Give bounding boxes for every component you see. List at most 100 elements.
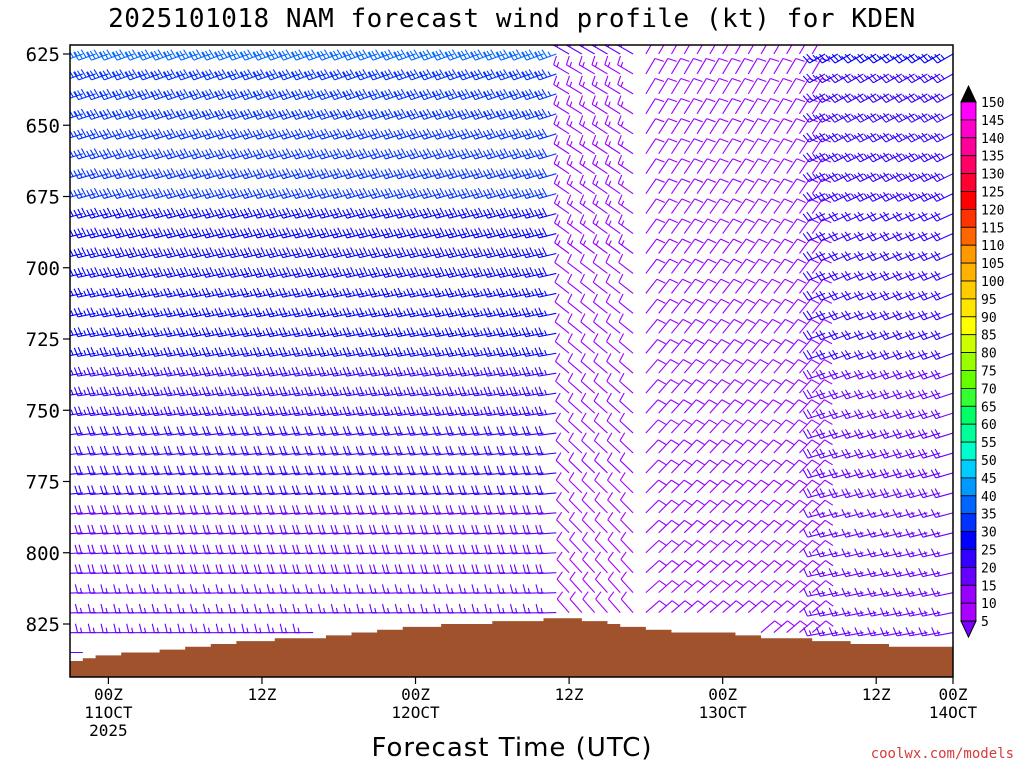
wind-barb bbox=[556, 551, 570, 574]
wind-barb bbox=[658, 439, 680, 454]
plot-frame bbox=[69, 44, 954, 678]
wind-barb bbox=[368, 406, 391, 417]
chart-title: 2025101018 NAM forecast wind profile (kt… bbox=[108, 4, 916, 34]
wind-barb bbox=[811, 359, 833, 374]
wind-barb bbox=[368, 327, 391, 338]
wind-barb bbox=[645, 379, 667, 394]
wind-barb bbox=[734, 118, 755, 135]
wind-barb bbox=[138, 544, 160, 555]
wind-barb bbox=[567, 313, 583, 334]
wind-barb bbox=[470, 247, 493, 259]
wind-barb bbox=[240, 287, 263, 298]
wind-barb bbox=[828, 409, 851, 420]
wind-barb bbox=[683, 519, 706, 534]
wind-barb bbox=[99, 287, 122, 298]
wind-barb bbox=[380, 307, 403, 318]
wind-barb bbox=[786, 620, 809, 633]
wind-barb bbox=[74, 564, 96, 575]
wind-barb bbox=[534, 406, 557, 417]
wind-barb bbox=[419, 485, 442, 496]
wind-barb bbox=[709, 138, 729, 155]
wind-barb bbox=[645, 98, 665, 115]
wind-barb bbox=[773, 600, 796, 614]
wind-barb bbox=[484, 564, 506, 575]
wind-barb bbox=[458, 465, 480, 476]
wind-barb bbox=[828, 172, 851, 183]
colorbar-swatch bbox=[960, 584, 977, 604]
colorbar-label: 25 bbox=[981, 544, 997, 559]
wind-barb bbox=[815, 548, 838, 558]
wind-barb bbox=[605, 194, 621, 215]
credit-link[interactable]: coolwx.com/models bbox=[870, 746, 1014, 762]
wind-barb bbox=[696, 57, 716, 75]
wind-barb bbox=[471, 584, 493, 594]
wind-barb bbox=[811, 580, 834, 594]
wind-barb bbox=[150, 406, 173, 417]
wind-barb bbox=[355, 207, 378, 219]
wind-barb bbox=[671, 178, 691, 194]
wind-barb bbox=[841, 132, 864, 143]
wind-barb bbox=[253, 544, 275, 555]
wind-barb bbox=[593, 313, 608, 334]
wind-barb bbox=[802, 548, 826, 558]
wind-barb bbox=[815, 568, 838, 578]
wind-barb bbox=[828, 568, 851, 578]
wind-barb bbox=[265, 366, 288, 377]
wind-barb bbox=[658, 118, 678, 135]
wind-barb bbox=[582, 571, 596, 594]
wind-barb bbox=[607, 571, 621, 594]
wind-barb bbox=[228, 544, 250, 555]
wind-barb bbox=[86, 247, 109, 259]
wind-barb bbox=[760, 218, 781, 234]
wind-barb bbox=[406, 247, 429, 259]
wind-barb bbox=[683, 479, 706, 494]
wind-barb bbox=[292, 564, 314, 575]
wind-barb bbox=[747, 178, 768, 194]
wind-barb bbox=[579, 154, 595, 175]
wind-barb bbox=[879, 508, 902, 518]
wind-barb bbox=[317, 505, 339, 515]
wind-barb bbox=[125, 346, 147, 357]
wind-barb bbox=[330, 603, 352, 614]
wind-barb bbox=[482, 207, 506, 219]
wind-barb bbox=[432, 307, 455, 318]
wind-barb bbox=[406, 465, 429, 476]
wind-barb bbox=[329, 386, 352, 397]
wind-barb bbox=[240, 524, 262, 535]
wind-barb bbox=[70, 173, 71, 175]
wind-barb bbox=[343, 524, 365, 535]
wind-barb bbox=[696, 600, 719, 614]
wind-barb bbox=[828, 528, 851, 538]
x-tick-label: 00Z bbox=[401, 685, 430, 704]
wind-barb bbox=[658, 98, 678, 115]
wind-barb bbox=[342, 207, 365, 219]
wind-barb bbox=[393, 327, 416, 338]
colorbar-swatch bbox=[960, 423, 977, 443]
wind-barb bbox=[266, 584, 288, 594]
wind-barb bbox=[458, 485, 480, 496]
wind-barb bbox=[164, 564, 186, 575]
wind-barb bbox=[683, 318, 705, 334]
wind-barb bbox=[658, 399, 680, 414]
wind-barb bbox=[786, 519, 808, 534]
wind-barb bbox=[151, 623, 173, 634]
wind-barb bbox=[828, 53, 851, 64]
wind-barb bbox=[305, 603, 326, 614]
wind-barb bbox=[73, 386, 96, 397]
wind-barb bbox=[303, 247, 327, 259]
wind-barb bbox=[125, 386, 147, 397]
wind-barb bbox=[176, 327, 199, 338]
wind-barb bbox=[381, 425, 403, 436]
wind-barb bbox=[905, 113, 928, 123]
wind-barb bbox=[458, 584, 480, 594]
wind-barb bbox=[508, 327, 531, 338]
x-tick-label: 12Z bbox=[555, 685, 584, 704]
wind-barb bbox=[253, 505, 275, 515]
wind-barb bbox=[86, 267, 109, 278]
wind-barb bbox=[930, 488, 953, 499]
wind-barb bbox=[618, 234, 634, 254]
wind-barb bbox=[151, 544, 173, 555]
wind-barb bbox=[330, 485, 352, 496]
colorbar-label: 15 bbox=[981, 579, 997, 594]
wind-barb bbox=[606, 452, 621, 474]
